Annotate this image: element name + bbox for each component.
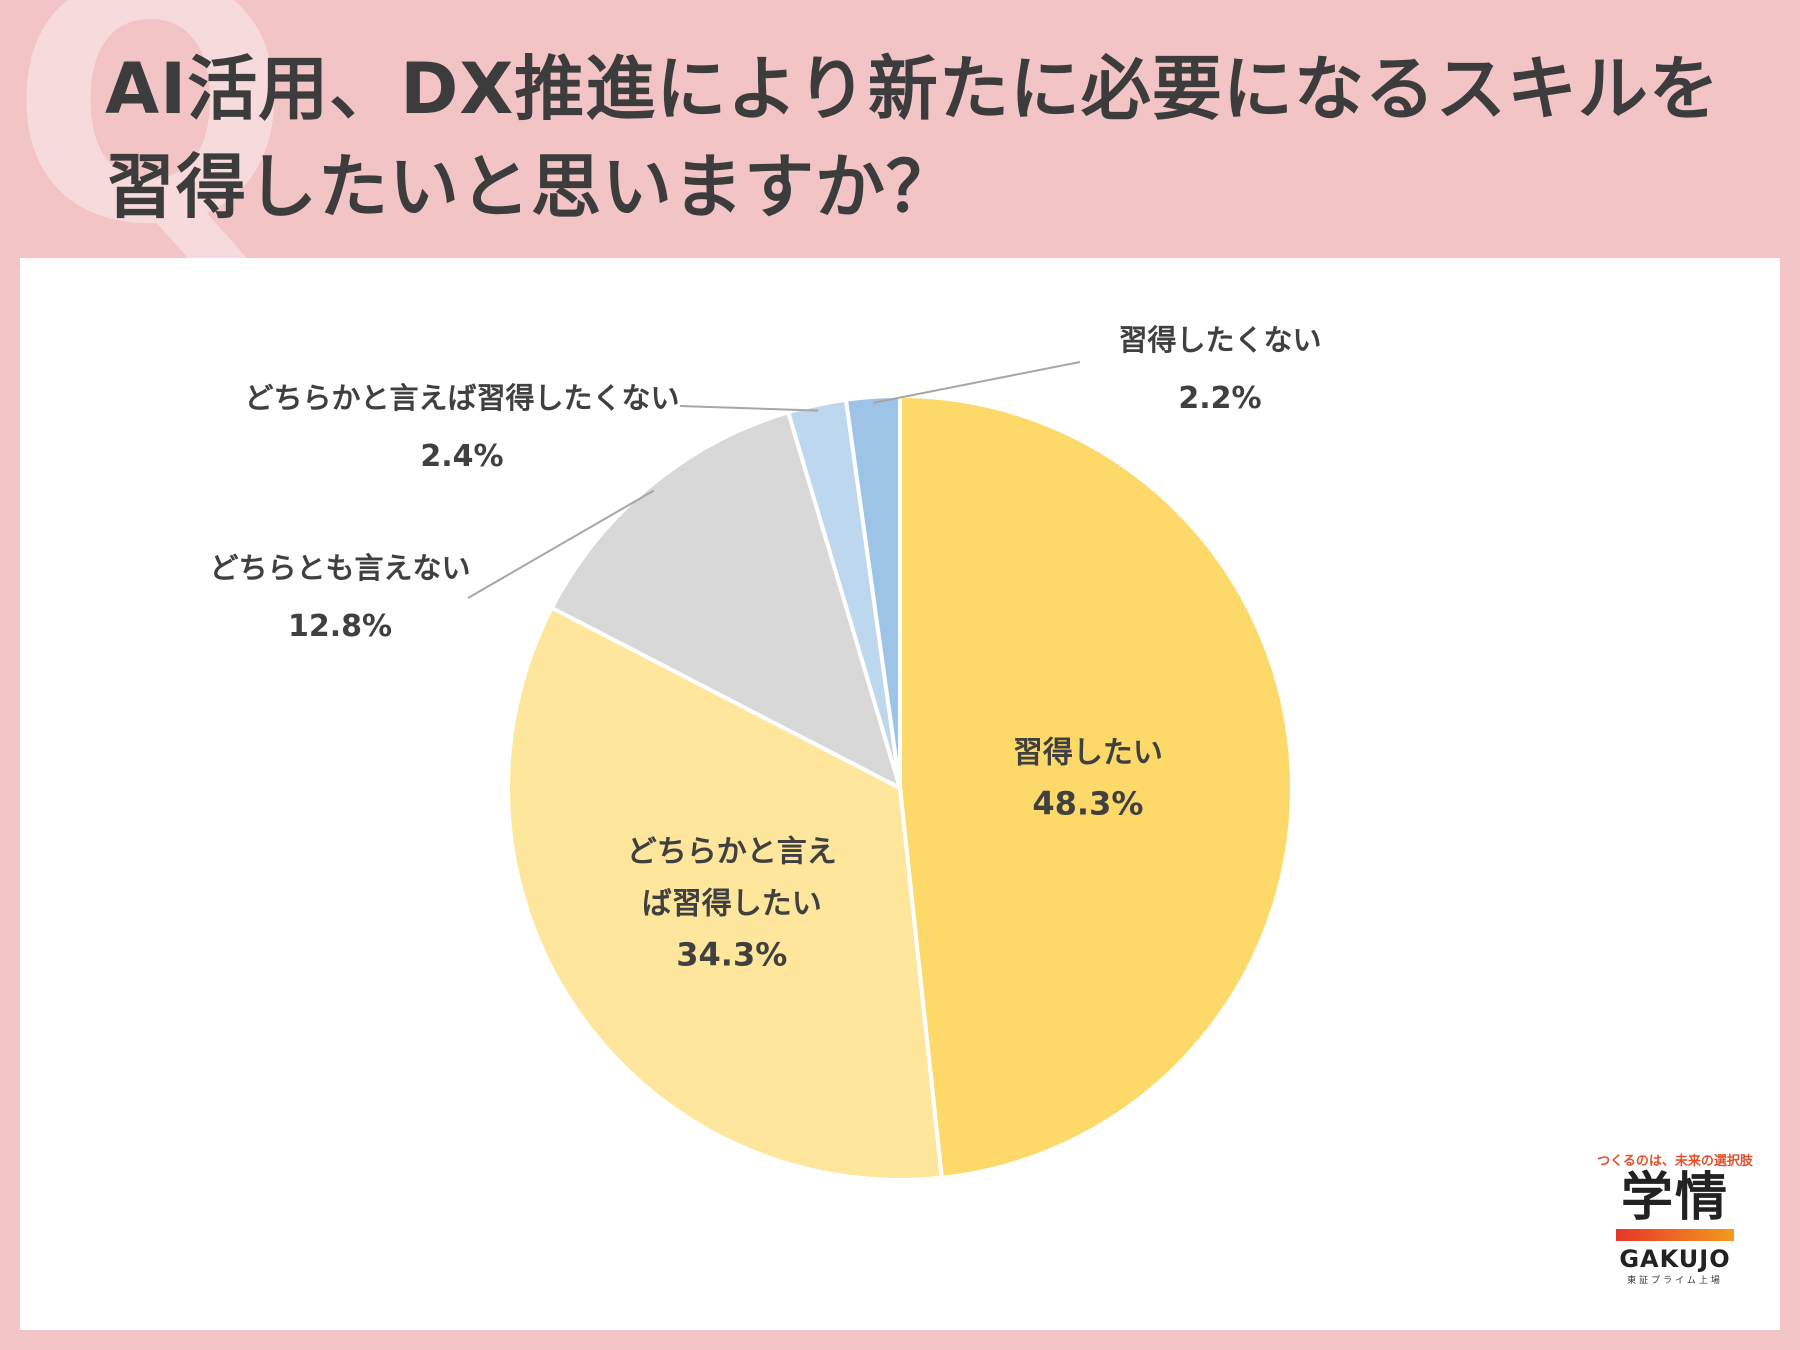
pie-slice-1 <box>898 393 1294 1180</box>
gakujo-logo: つくるのは、未来の選択肢 学情 GAKUJO 東証プライム上場 <box>1590 1150 1760 1286</box>
value-label-slice-5: 2.2% <box>1178 381 1261 416</box>
pie-slice-5 <box>843 393 902 789</box>
logo-mark: 学情 <box>1620 1167 1729 1228</box>
leader-line-slice-5 <box>873 361 1081 404</box>
leader-line-slice-3 <box>467 489 655 599</box>
value-label-slice-4: 2.4% <box>420 439 503 474</box>
page-title: AI活用、DX推進により新たに必要になるスキルを習得したいと思いますか？ <box>105 48 1720 228</box>
chart-panel: 習得したい 48.3% どちらかと言え ば習得したい 34.3% どちらとも言えない 12.… <box>20 258 1780 1330</box>
label-slice-2-line-2: ば習得したい <box>642 887 822 922</box>
leader-line-slice-4 <box>679 405 819 412</box>
label-slice-4: どちらかと言えば習得したくない <box>244 381 679 415</box>
logo-wordmark: GAKUJO <box>1619 1245 1731 1273</box>
q-letter-decoration: Q <box>10 0 291 297</box>
logo-bar <box>1616 1229 1734 1241</box>
value-label-slice-3: 12.8% <box>288 609 392 644</box>
value-label-slice-1: 48.3% <box>1032 784 1143 822</box>
label-slice-2-line-1: どちらかと言え <box>627 835 837 870</box>
logo-sub: 東証プライム上場 <box>1627 1276 1723 1286</box>
logo-tagline: つくるのは、未来の選択肢 <box>1597 1154 1753 1169</box>
label-slice-3: どちらとも言えない <box>209 551 470 585</box>
label-slice-1: 習得したい <box>1013 735 1163 770</box>
pie-slice-2 <box>506 605 944 1182</box>
label-slice-5: 習得したくない <box>1118 323 1321 357</box>
pie-slice-3 <box>549 409 904 792</box>
value-label-slice-2: 34.3% <box>676 936 787 974</box>
